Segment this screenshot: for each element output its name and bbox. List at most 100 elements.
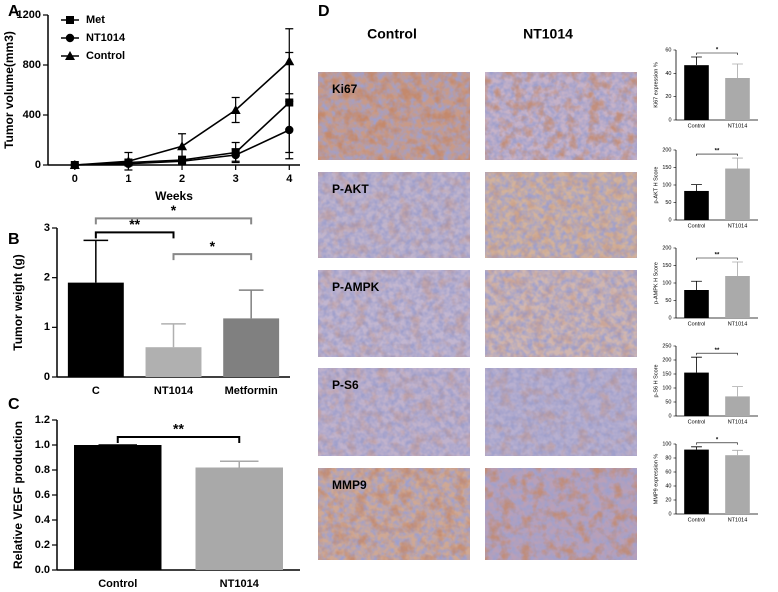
- x-tick-label: Control: [688, 419, 706, 425]
- panel-label: D: [318, 3, 330, 20]
- y-tick-label: 50: [665, 200, 671, 206]
- bar: [684, 372, 709, 416]
- marker: [284, 56, 295, 66]
- significance-label: **: [173, 421, 184, 437]
- x-tick-label: C: [92, 385, 100, 397]
- bar: [725, 78, 750, 120]
- micrograph-stain: [485, 72, 637, 160]
- column-header: Control: [367, 26, 417, 42]
- marker: [69, 160, 80, 169]
- significance-label: **: [715, 348, 720, 354]
- x-tick-label: 4: [286, 173, 293, 185]
- micrographs: [318, 72, 637, 560]
- significance-bracket: [116, 436, 241, 443]
- column-header: NT1014: [523, 26, 573, 42]
- micrograph-stain: [485, 270, 637, 357]
- significance-bracket: [696, 257, 738, 260]
- y-tick-label: 0.2: [35, 539, 50, 551]
- marker: [231, 150, 240, 160]
- y-axis-label: p-AKT H Score: [653, 167, 659, 204]
- y-tick-label: 0.8: [35, 464, 50, 476]
- y-tick-label: 0: [668, 413, 671, 419]
- panel-label: C: [8, 396, 20, 413]
- bar: [684, 449, 709, 514]
- y-tick-label: 3: [44, 222, 50, 234]
- micrograph-stain: [485, 468, 637, 560]
- error-bar: [691, 446, 702, 450]
- significance-bracket: [172, 253, 253, 261]
- y-tick-label: 100: [662, 280, 671, 286]
- y-tick-label: 150: [662, 165, 671, 171]
- significance-bracket: [696, 442, 738, 445]
- y-axis-label: p-AMPK H Score: [653, 262, 659, 304]
- y-tick-label: 100: [662, 182, 671, 188]
- x-tick-label: Control: [688, 517, 706, 523]
- error-bar: [732, 157, 743, 169]
- y-tick-label: 1: [44, 321, 50, 333]
- significance-label: **: [715, 253, 720, 259]
- y-tick-label: 50: [665, 298, 671, 304]
- error-bar: [83, 239, 109, 283]
- significance-bracket: [94, 217, 253, 225]
- x-tick-label: Control: [688, 123, 706, 129]
- bar: [145, 347, 202, 377]
- y-tick-label: 0: [35, 159, 41, 171]
- significance-label: **: [129, 216, 140, 232]
- x-tick-label: 2: [179, 173, 185, 185]
- x-tick-label: 1: [125, 173, 131, 185]
- x-tick-label: NT1014: [728, 517, 748, 523]
- panel-label: A: [8, 3, 20, 20]
- y-tick-label: 0: [668, 217, 671, 223]
- y-tick-label: 1.2: [35, 414, 50, 426]
- x-tick-label: Metformin: [225, 385, 278, 397]
- x-tick-label: NT1014: [728, 123, 748, 129]
- y-tick-label: 150: [662, 263, 671, 269]
- x-tick-label: 3: [233, 173, 239, 185]
- legend-label: Control: [86, 50, 125, 62]
- y-tick-label: 80: [665, 455, 671, 461]
- significance-label: *: [716, 48, 719, 54]
- y-axis-label: MMP9 expression %: [653, 454, 659, 505]
- y-axis-label: p-S6 H Score: [653, 364, 659, 397]
- significance-label: **: [715, 149, 720, 155]
- stain-label: P-AMPK: [332, 280, 380, 294]
- bar: [684, 290, 709, 318]
- legend-label: NT1014: [86, 32, 126, 44]
- significance-label: *: [210, 238, 216, 254]
- error-bar: [691, 56, 702, 66]
- significance-bracket: [696, 352, 738, 356]
- significance-bracket: [696, 153, 738, 157]
- error-bar: [691, 280, 702, 290]
- error-bar: [220, 460, 259, 468]
- y-tick-label: 1.0: [35, 439, 50, 451]
- significance-bracket: [696, 52, 738, 55]
- y-tick-label: 200: [662, 357, 671, 363]
- legend-marker: [65, 33, 75, 43]
- y-axis-label: Tumor volume(mm3): [2, 31, 16, 149]
- marker: [177, 141, 188, 151]
- micrograph-stain: [485, 368, 637, 456]
- stain-label: MMP9: [332, 478, 367, 492]
- panel-label: B: [8, 231, 20, 248]
- stain-label: Ki67: [332, 82, 358, 96]
- micrograph-stain: [318, 368, 470, 456]
- marker: [230, 105, 241, 114]
- error-bar: [161, 323, 186, 348]
- x-tick-label: NT1014: [154, 385, 194, 397]
- y-tick-label: 0.0: [35, 564, 50, 576]
- x-tick-label: 0: [72, 173, 78, 185]
- bar: [725, 396, 750, 416]
- micrograph-stain: [318, 468, 470, 560]
- y-tick-label: 0.4: [35, 514, 51, 526]
- bar: [725, 276, 750, 318]
- marker: [285, 125, 294, 135]
- y-tick-label: 400: [23, 109, 41, 121]
- y-tick-label: 0.6: [35, 489, 50, 501]
- significance-bracket: [94, 231, 175, 239]
- stain-label: P-AKT: [332, 182, 369, 196]
- legend-label: Met: [86, 14, 105, 26]
- y-tick-label: 0: [668, 511, 671, 517]
- y-axis-label: Relative VEGF production: [11, 421, 25, 569]
- bar: [684, 65, 709, 120]
